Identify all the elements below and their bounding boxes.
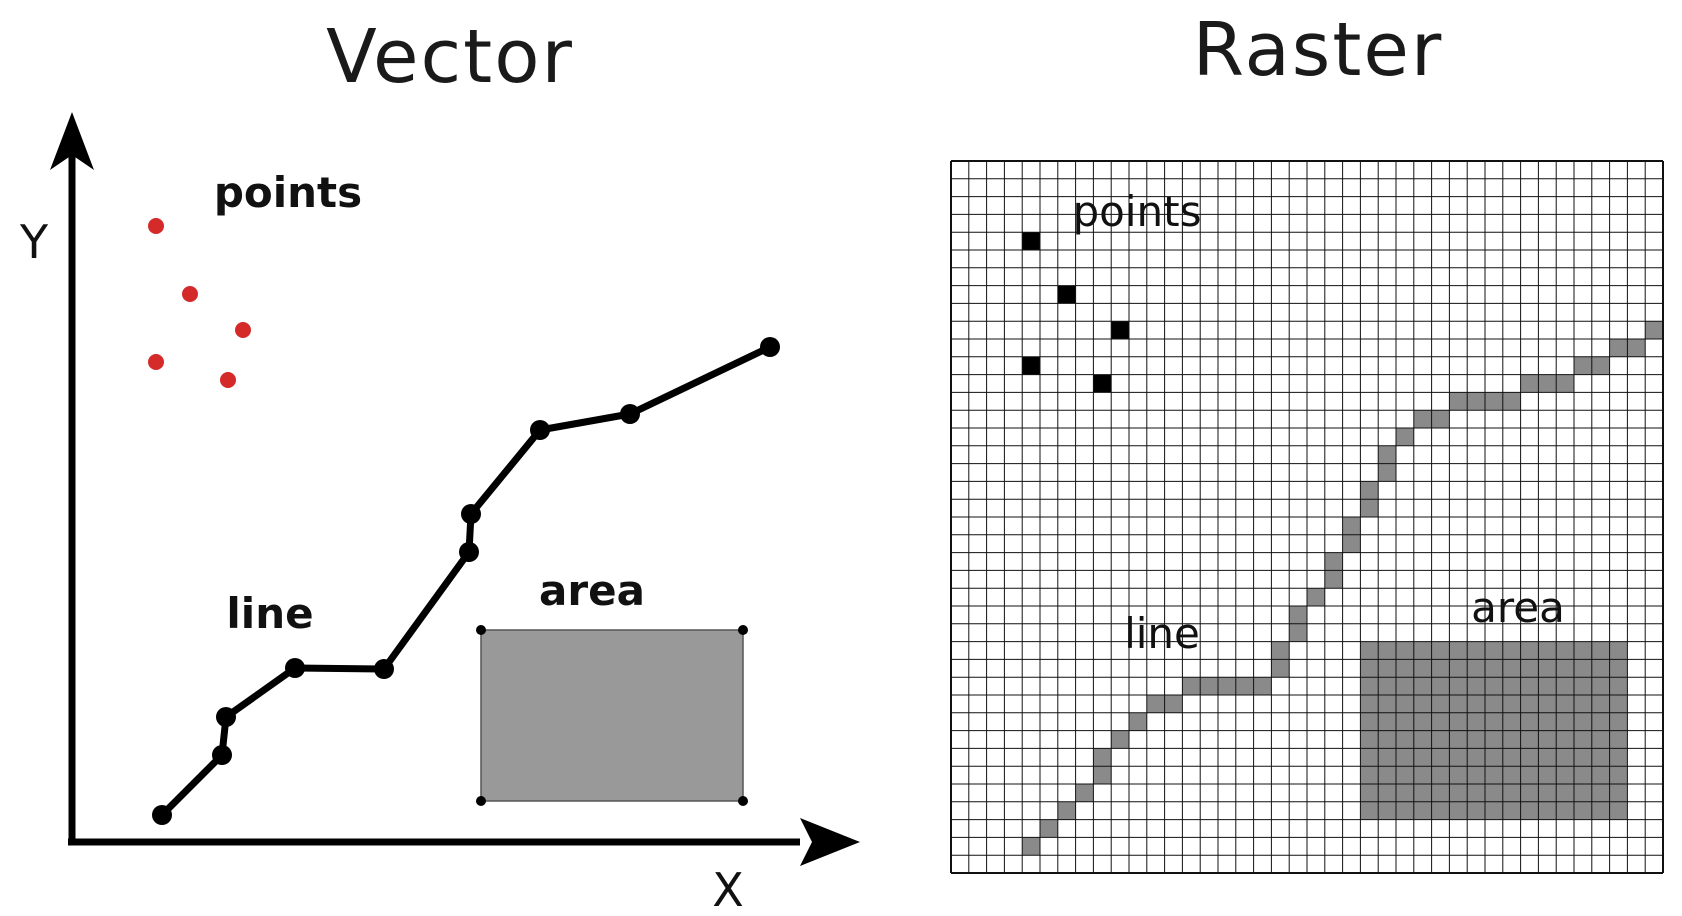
vector-point	[148, 354, 164, 370]
raster-line-cell	[1093, 748, 1112, 767]
raster-line-cell	[1324, 552, 1343, 571]
y-axis-arrowhead	[50, 112, 94, 170]
raster-line-cell	[1467, 392, 1485, 411]
raster-line-cell	[1502, 392, 1521, 411]
vector-point	[148, 218, 164, 234]
vector-vertex	[620, 404, 640, 424]
vector-line-label: line	[226, 589, 313, 638]
raster-point-cell	[1093, 374, 1112, 393]
vector-area-vertex	[738, 796, 748, 806]
raster-line-cell	[1360, 481, 1379, 500]
vector-area-vertex	[476, 796, 486, 806]
raster-line-cell	[1538, 374, 1557, 393]
vector-line	[152, 337, 780, 825]
raster-line-cell	[1609, 339, 1628, 357]
raster-line-cell	[1591, 356, 1610, 375]
vector-vertex	[461, 504, 481, 524]
raster-line-cell	[1129, 712, 1147, 731]
raster-points	[1022, 232, 1129, 393]
raster-line-cell	[1520, 374, 1539, 393]
raster-point-cell	[1022, 356, 1040, 375]
raster-line-cell	[1645, 321, 1663, 339]
raster-line-cell	[1200, 677, 1218, 695]
vector-vertex	[760, 337, 780, 357]
raster-line-cell	[1307, 588, 1325, 606]
vector-area-polygon	[480, 629, 744, 802]
vector-area-label: area	[539, 566, 645, 615]
raster-line-cell	[1396, 428, 1414, 446]
vector-vertex	[285, 658, 305, 678]
raster-title: Raster	[1193, 7, 1444, 93]
raster-line-cell	[1146, 695, 1165, 713]
raster-line-cell	[1413, 410, 1432, 428]
raster-line-cell	[1271, 641, 1290, 660]
vector-point	[235, 322, 251, 338]
raster-line-cell	[1449, 392, 1468, 411]
raster-panel: Raster points line area	[950, 7, 1664, 874]
vector-point	[182, 286, 198, 302]
raster-line-cell	[1057, 801, 1076, 820]
vector-area	[476, 625, 748, 806]
raster-line-cell	[1164, 695, 1183, 713]
vector-polyline	[158, 343, 774, 819]
raster-line-cell	[1431, 410, 1450, 428]
raster-line-cell	[1360, 499, 1379, 517]
vector-points-label: points	[214, 168, 362, 217]
vector-vertex	[216, 707, 236, 727]
raster-line-cell	[1485, 392, 1503, 411]
raster-line-cell	[1235, 677, 1254, 695]
vector-vertex	[530, 420, 550, 440]
raster-line-cell	[1342, 534, 1361, 553]
raster-line-cell	[1218, 677, 1236, 695]
vector-panel: Vector Y X points line	[19, 14, 860, 916]
raster-line-cell	[1093, 766, 1112, 784]
raster-line-cell	[1253, 677, 1272, 695]
raster-line-label: line	[1124, 609, 1200, 658]
x-axis-label: X	[712, 863, 744, 916]
raster-line-cell	[1289, 606, 1307, 624]
vector-vertex	[152, 805, 172, 825]
raster-point-cell	[1022, 232, 1040, 250]
vector-points	[148, 218, 251, 388]
raster-line-cell	[1324, 570, 1343, 589]
raster-point-cell	[1111, 321, 1129, 339]
vector-point	[220, 372, 236, 388]
raster-line-cell	[1378, 445, 1396, 464]
vector-vertex	[212, 745, 232, 765]
vector-axes: Y X	[19, 112, 860, 916]
y-axis-label: Y	[19, 215, 49, 269]
raster-area-label: area	[1471, 583, 1565, 632]
raster-line	[1022, 321, 1663, 856]
vector-title: Vector	[326, 14, 574, 100]
raster-line-cell	[1378, 463, 1396, 482]
raster-line-cell	[1022, 837, 1040, 856]
raster-line-cell	[1627, 339, 1646, 357]
raster-line-cell	[1040, 819, 1058, 838]
raster-point-cell	[1057, 285, 1076, 304]
raster-line-cell	[1574, 356, 1592, 375]
vector-vertex	[459, 542, 479, 562]
x-axis-arrowhead	[800, 818, 860, 866]
raster-line-cell	[1556, 374, 1574, 393]
raster-line-cell	[1182, 677, 1201, 695]
raster-line-cell	[1289, 623, 1307, 642]
raster-line-cell	[1111, 730, 1129, 749]
raster-points-label: points	[1073, 187, 1202, 236]
raster-grid	[950, 160, 1664, 874]
vector-vertex	[374, 659, 394, 679]
raster-line-cell	[1342, 517, 1361, 535]
raster-line-cell	[1271, 659, 1290, 678]
vector-area-vertex	[476, 625, 486, 635]
vector-area-vertex	[738, 625, 748, 635]
raster-line-cell	[1075, 784, 1094, 802]
